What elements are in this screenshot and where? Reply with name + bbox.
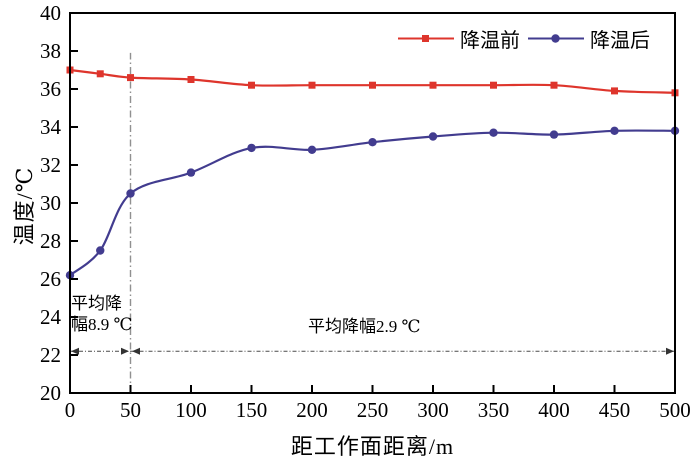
- y-tick-label: 28: [40, 229, 61, 253]
- arrowhead-icon: [666, 347, 674, 355]
- series-line: [69, 129, 676, 277]
- x-tick-label: 0: [65, 398, 76, 422]
- data-point-marker: [611, 87, 618, 95]
- annotation-avg-drop-8-9: 平均降 幅8.9 ℃: [71, 293, 133, 335]
- arrowhead-icon: [121, 347, 129, 355]
- x-tick-label: 300: [417, 398, 449, 422]
- data-point-marker: [96, 70, 104, 78]
- annotation-line: 平均降: [71, 294, 122, 313]
- data-point-marker: [186, 168, 196, 177]
- x-tick-label: 150: [236, 398, 268, 422]
- y-tick-label: 32: [40, 153, 61, 177]
- legend-label-after-cooling: 降温后: [590, 30, 650, 52]
- y-tick-label: 40: [40, 1, 61, 25]
- data-point-marker: [369, 81, 376, 89]
- data-point-marker: [307, 145, 317, 154]
- y-tick-label: 22: [40, 343, 61, 367]
- x-axis-title: 距工作面距离/m: [290, 434, 455, 459]
- x-tick-label: 350: [478, 398, 510, 422]
- legend-entry-before-cooling: 降温前: [397, 24, 520, 53]
- y-tick-label: 34: [40, 115, 62, 139]
- x-tick-label: 200: [296, 398, 328, 422]
- x-tick-label: 250: [357, 398, 389, 422]
- legend-line-sample-before: [398, 35, 454, 42]
- x-tick-label: 100: [175, 398, 207, 422]
- data-point-marker: [248, 81, 255, 89]
- data-point-marker: [428, 132, 438, 141]
- legend: 降温前 降温后: [397, 24, 650, 53]
- legend-line-sample-after: [528, 34, 584, 43]
- legend-entry-after-cooling: 降温后: [527, 24, 650, 53]
- data-point-marker: [187, 76, 195, 83]
- y-tick-label: 38: [40, 39, 61, 63]
- data-point-marker: [126, 189, 135, 198]
- data-point-marker: [247, 143, 256, 153]
- data-point-marker: [308, 81, 316, 89]
- data-point-marker: [429, 81, 437, 89]
- x-tick-label: 400: [538, 398, 570, 422]
- legend-label-before-cooling: 降温前: [460, 30, 520, 52]
- x-tick-label: 450: [599, 398, 631, 422]
- data-point-marker: [96, 246, 105, 255]
- series-line: [69, 68, 676, 94]
- x-tick-label: 500: [659, 398, 691, 422]
- data-point-marker: [489, 128, 498, 137]
- y-tick-label: 30: [40, 191, 61, 215]
- data-point-marker: [610, 126, 619, 135]
- arrowhead-icon: [132, 347, 140, 355]
- data-point-marker: [490, 81, 497, 89]
- annotation-line: 平均降幅2.9 ℃: [308, 317, 421, 336]
- data-point-marker: [550, 81, 558, 89]
- y-tick-label: 20: [40, 381, 61, 405]
- data-point-marker: [368, 138, 377, 147]
- y-axis-title: 温度/℃: [12, 166, 37, 246]
- arrowhead-icon: [71, 347, 79, 355]
- annotation-avg-drop-2-9: 平均降幅2.9 ℃: [308, 316, 421, 337]
- y-tick-label: 36: [40, 77, 61, 101]
- x-tick-label: 50: [120, 398, 141, 422]
- data-point-marker: [549, 130, 559, 139]
- annotation-line: 幅8.9 ℃: [71, 315, 133, 334]
- data-point-marker: [127, 74, 134, 82]
- legend-square-marker-icon: [422, 35, 429, 42]
- y-tick-label: 26: [40, 267, 61, 291]
- y-tick-label: 24: [40, 305, 62, 329]
- legend-circle-marker-icon: [551, 34, 560, 43]
